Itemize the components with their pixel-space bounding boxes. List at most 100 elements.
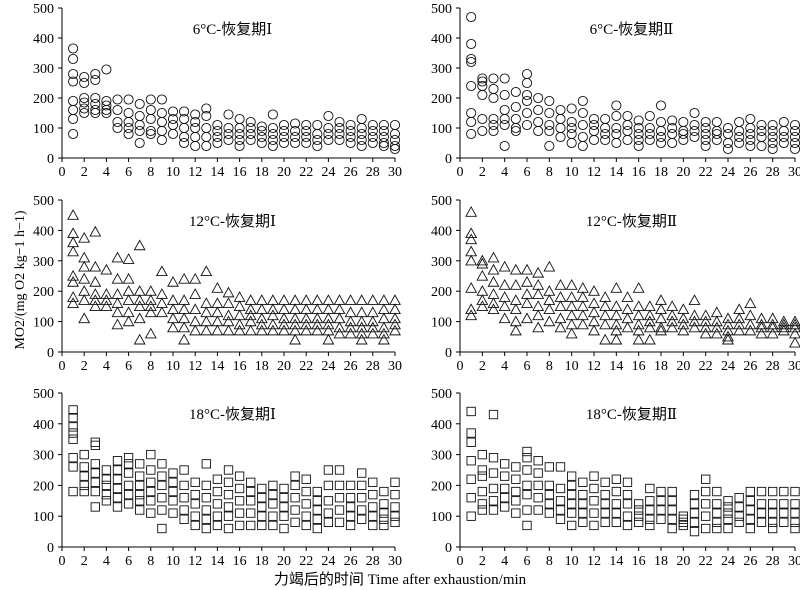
data-point-circle — [734, 131, 745, 143]
data-point-circle — [267, 140, 278, 152]
data-point-square — [756, 486, 767, 497]
data-point-triangle — [677, 312, 690, 324]
x-tick-label: 20 — [676, 165, 690, 180]
data-point-triangle — [521, 263, 533, 275]
data-point-circle — [644, 110, 655, 122]
data-point-triangle — [655, 321, 667, 333]
data-point-triangle — [322, 324, 335, 336]
x-tick-label: 0 — [457, 359, 464, 374]
data-point-circle — [655, 125, 667, 137]
data-point-square — [168, 486, 178, 497]
data-point-triangle — [766, 327, 779, 339]
data-point-triangle — [777, 318, 790, 330]
data-point-triangle — [311, 324, 324, 336]
data-point-circle — [378, 125, 389, 137]
x-tick-label: 14 — [210, 554, 224, 569]
data-point-square — [390, 511, 400, 521]
data-point-circle — [689, 119, 700, 131]
data-point-square — [223, 523, 234, 534]
data-point-square — [689, 526, 700, 537]
data-point-square — [634, 505, 644, 515]
data-point-circle — [334, 134, 345, 146]
data-point-triangle — [333, 294, 346, 305]
data-point-triangle — [278, 294, 290, 305]
data-point-square — [756, 499, 767, 509]
data-point-square — [179, 514, 189, 524]
data-point-triangle — [333, 327, 346, 339]
x-tick-label: 30 — [388, 165, 402, 180]
data-point-triangle — [777, 315, 790, 327]
data-point-circle — [68, 95, 79, 107]
y-tick-label: 100 — [33, 510, 54, 525]
data-point-circle — [278, 131, 290, 143]
data-point-square — [611, 474, 621, 484]
data-point-square — [268, 480, 278, 491]
data-point-triangle — [211, 297, 224, 308]
data-point-square — [79, 449, 89, 460]
data-point-circle — [667, 122, 678, 134]
data-point-triangle — [487, 263, 500, 275]
data-point-square — [466, 437, 476, 447]
data-point-square — [745, 496, 755, 506]
data-point-circle — [767, 131, 778, 143]
data-point-triangle — [244, 303, 257, 315]
data-point-circle — [588, 125, 600, 137]
data-point-triangle — [167, 321, 179, 333]
data-point-square — [756, 517, 767, 528]
data-point-triangle — [389, 318, 401, 330]
x-tick-label: 16 — [632, 359, 646, 374]
data-point-square — [334, 505, 345, 515]
data-point-square — [600, 508, 610, 518]
data-point-circle — [123, 107, 134, 119]
data-point-circle — [179, 137, 190, 149]
data-point-square — [790, 517, 800, 528]
data-point-square — [135, 480, 145, 491]
data-point-circle — [356, 113, 367, 125]
data-point-square — [511, 462, 521, 472]
data-point-triangle — [588, 315, 600, 327]
data-point-circle — [112, 94, 123, 105]
y-tick-label: 100 — [33, 316, 54, 331]
data-point-triangle — [498, 291, 511, 302]
data-point-triangle — [333, 321, 346, 333]
data-point-triangle — [699, 327, 712, 339]
data-point-circle — [145, 113, 156, 125]
data-point-triangle — [311, 303, 324, 315]
data-point-circle — [112, 122, 123, 134]
data-point-triangle — [509, 278, 522, 290]
data-point-square — [135, 489, 145, 500]
data-point-circle — [190, 109, 201, 120]
data-point-circle — [201, 140, 212, 152]
data-point-circle — [521, 119, 533, 131]
data-point-triangle — [655, 303, 667, 315]
y-tick-label: 400 — [431, 224, 452, 239]
data-point-circle — [167, 119, 179, 131]
data-point-square — [488, 468, 499, 478]
x-tick-label: 22 — [299, 554, 313, 569]
data-point-square — [101, 496, 112, 506]
data-point-square — [334, 517, 345, 528]
data-point-triangle — [599, 318, 612, 330]
x-tick-label: 4 — [501, 359, 508, 374]
data-point-square — [390, 489, 400, 500]
data-point-circle — [234, 140, 245, 152]
x-tick-label: 6 — [524, 359, 531, 374]
x-tick-label: 12 — [587, 359, 601, 374]
data-point-circle — [689, 131, 700, 143]
data-point-circle — [521, 107, 533, 119]
data-point-square — [68, 453, 78, 463]
data-point-triangle — [255, 312, 268, 324]
data-point-triangle — [722, 333, 734, 345]
data-point-circle — [577, 119, 588, 131]
data-point-triangle — [78, 260, 91, 272]
data-point-triangle — [465, 282, 478, 293]
data-point-square — [768, 486, 778, 497]
data-point-square — [301, 474, 311, 484]
data-point-triangle — [122, 294, 135, 305]
x-tick-label: 20 — [676, 554, 690, 569]
x-tick-label: 0 — [59, 165, 66, 180]
data-point-square — [357, 468, 367, 478]
data-point-circle — [488, 73, 499, 84]
data-point-square — [477, 471, 487, 481]
